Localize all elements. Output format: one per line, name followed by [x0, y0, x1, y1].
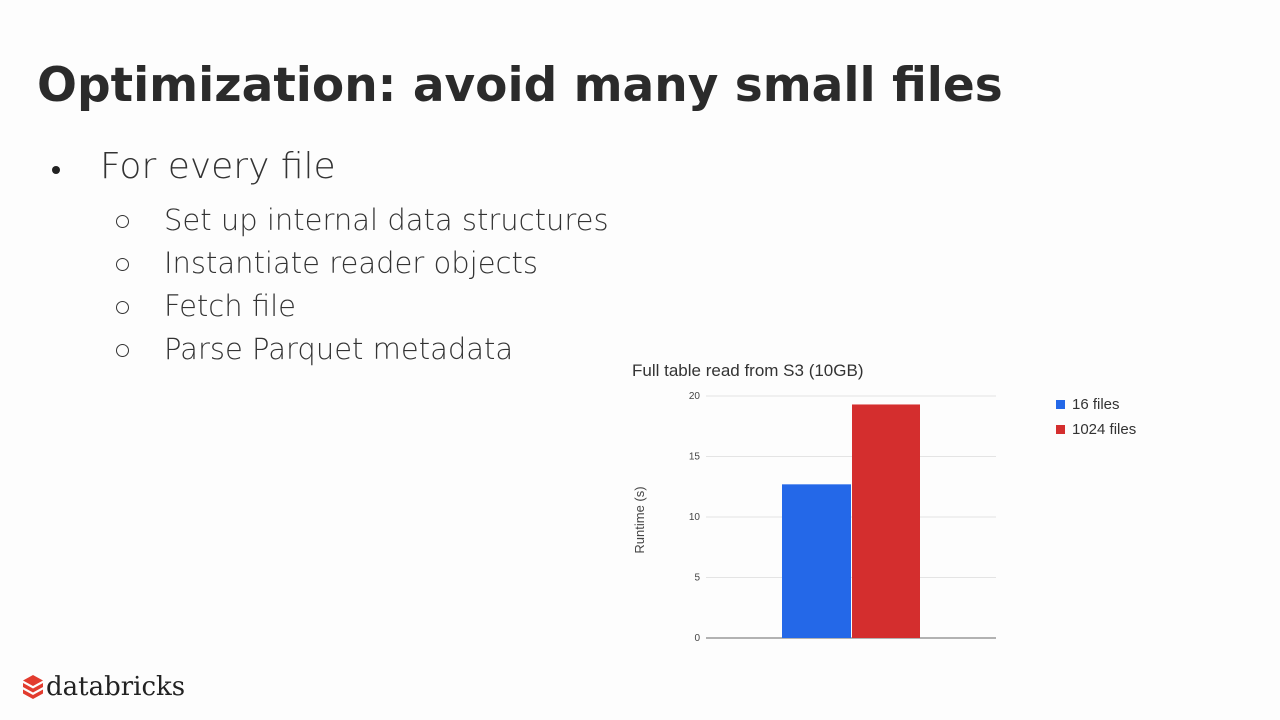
y-tick-label: 15 — [689, 452, 701, 463]
legend-swatch — [1056, 400, 1065, 409]
slide-title: Optimization: avoid many small files — [37, 58, 1003, 113]
sub-bullet-item: Fetch file — [116, 284, 609, 327]
sub-bullet-item: Instantiate reader objects — [116, 241, 609, 284]
y-axis-label: Runtime (s) — [632, 486, 647, 553]
legend-label: 16 files — [1072, 396, 1120, 413]
sub-bullet-item: Set up internal data structures — [116, 198, 609, 241]
y-tick-label: 5 — [694, 573, 700, 584]
y-tick-label: 0 — [694, 633, 700, 644]
databricks-stack-icon — [23, 675, 43, 699]
legend-label: 1024 files — [1072, 421, 1136, 438]
databricks-logo: databricks — [22, 672, 185, 702]
y-tick-label: 10 — [689, 512, 701, 523]
sub-bullet-text: Set up internal data structures — [164, 202, 609, 237]
bullet-dot-icon — [52, 165, 60, 174]
sub-bullet-text: Instantiate reader objects — [164, 245, 538, 280]
hollow-circle-icon — [116, 258, 129, 271]
sub-bullet-text: Fetch file — [164, 288, 297, 323]
sub-bullet-text: Parse Parquet metadata — [164, 331, 514, 366]
sub-bullet-item: Parse Parquet metadata — [116, 327, 609, 370]
hollow-circle-icon — [116, 344, 129, 357]
runtime-bar-chart: Full table read from S3 (10GB) Runtime (… — [632, 361, 1136, 644]
hollow-circle-icon — [116, 301, 129, 314]
bar-16-files — [782, 484, 851, 638]
chart-bars — [782, 404, 920, 638]
chart-title: Full table read from S3 (10GB) — [632, 361, 863, 380]
sub-bullet-list: Set up internal data structures Instanti… — [116, 198, 609, 370]
legend-swatch — [1056, 425, 1065, 434]
bullet-text: For every file — [100, 146, 336, 187]
y-tick-label: 20 — [689, 391, 701, 402]
chart-legend: 16 files 1024 files — [1056, 396, 1136, 438]
hollow-circle-icon — [116, 215, 129, 228]
databricks-wordmark: databricks — [46, 672, 186, 702]
bar-1024-files — [852, 404, 920, 638]
bullet-item: For every file — [52, 146, 336, 187]
